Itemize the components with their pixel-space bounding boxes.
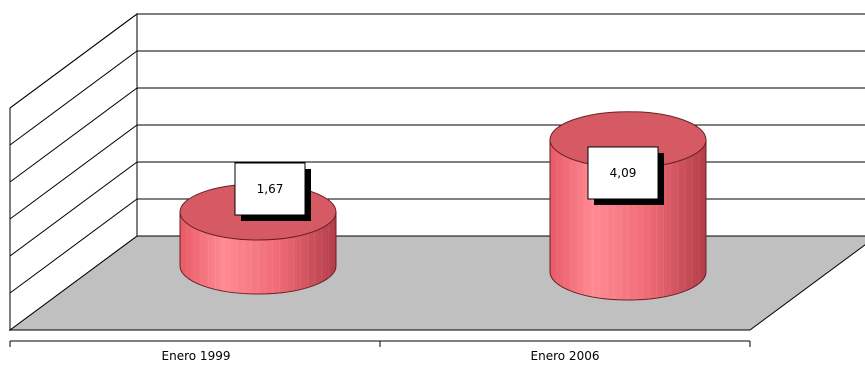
chart-floor bbox=[8, 235, 865, 331]
data-label-box: 4,09 bbox=[587, 146, 664, 205]
gridline bbox=[9, 161, 138, 257]
x-tick-label: Enero 1999 bbox=[162, 349, 231, 363]
bar bbox=[549, 111, 707, 301]
chart-walls bbox=[8, 13, 865, 331]
data-label: 1,67 bbox=[257, 182, 284, 196]
gridline bbox=[9, 87, 138, 183]
data-label: 4,09 bbox=[610, 166, 637, 180]
gridline bbox=[9, 124, 138, 220]
x-tick-label: Enero 2006 bbox=[531, 349, 600, 363]
data-label-box: 1,67 bbox=[234, 162, 311, 221]
x-axis: Enero 1999 Enero 2006 bbox=[9, 340, 751, 363]
data-labels: 1,67 4,09 bbox=[234, 146, 664, 221]
gridlines bbox=[9, 13, 865, 294]
gridline bbox=[9, 198, 138, 294]
data-label-frame bbox=[234, 162, 306, 216]
gridline bbox=[9, 50, 138, 146]
data-label-frame bbox=[587, 146, 659, 200]
gridline bbox=[9, 13, 138, 109]
